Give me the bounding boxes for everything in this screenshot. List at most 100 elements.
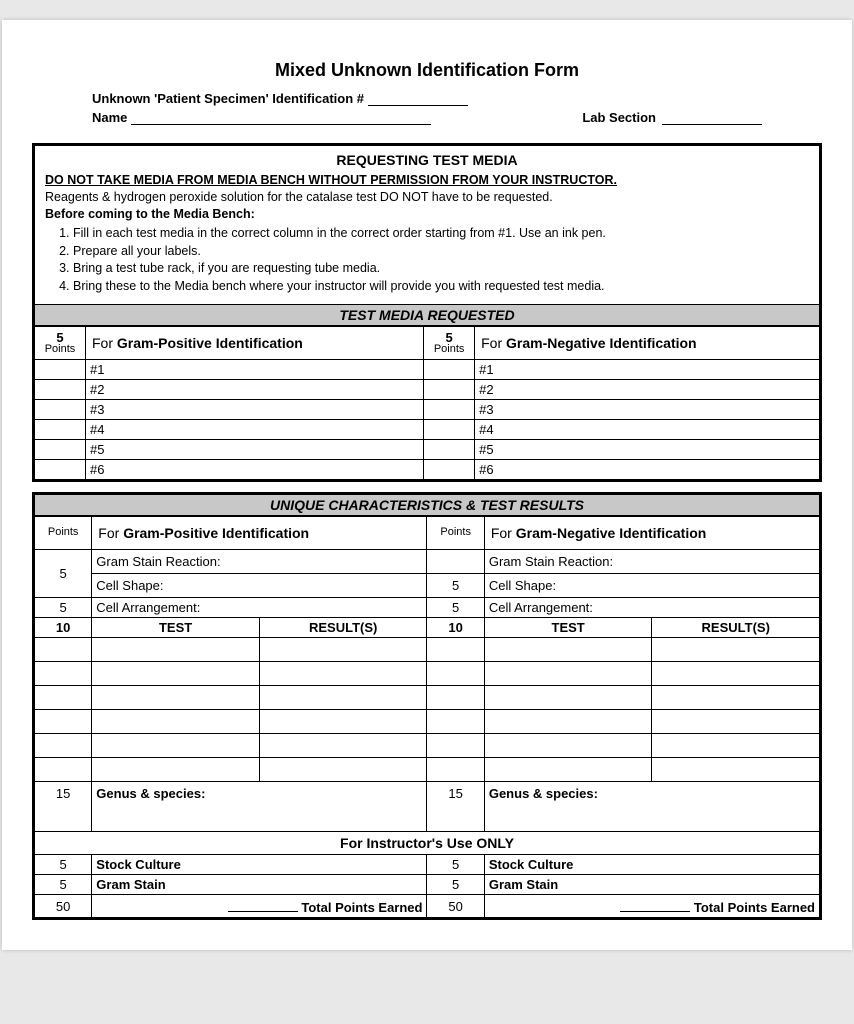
gp-row[interactable]: #4 (86, 420, 424, 440)
test-header: TEST (484, 618, 652, 638)
requesting-box: REQUESTING TEST MEDIA DO NOT TAKE MEDIA … (32, 143, 822, 482)
total-blank[interactable] (620, 897, 690, 912)
cell-shape-label: Cell Shape: (484, 574, 819, 598)
gp-header: For Gram-Positive Identification (92, 517, 427, 550)
test-cell[interactable] (484, 734, 652, 758)
test-cell[interactable] (484, 662, 652, 686)
cell-arr-label: Cell Arrangement: (484, 598, 819, 618)
test-cell[interactable] (92, 686, 260, 710)
genus-label: Genus & species: (484, 782, 819, 832)
unique-bar: UNIQUE CHARACTERISTICS & TEST RESULTS (35, 495, 819, 516)
steps-list: Fill in each test media in the correct c… (73, 225, 809, 296)
test-cell[interactable] (92, 734, 260, 758)
gp-row[interactable]: #2 (86, 380, 424, 400)
gp-row[interactable]: #6 (86, 460, 424, 480)
total-pts: 50 (427, 895, 484, 918)
unique-table: Points For Gram-Positive Identification … (35, 516, 819, 917)
test-cell[interactable] (92, 758, 260, 782)
stock-pts: 5 (427, 855, 484, 875)
result-cell[interactable] (259, 734, 427, 758)
id-blank[interactable] (368, 91, 468, 106)
cell-shape-label: Cell Shape: (92, 574, 427, 598)
cell-arr-pts: 5 (35, 598, 92, 618)
result-header: RESULT(S) (259, 618, 427, 638)
total-blank[interactable] (228, 897, 298, 912)
requesting-heading: REQUESTING TEST MEDIA (35, 146, 819, 172)
gn-row[interactable]: #1 (475, 360, 819, 380)
test-result-pts: 10 (35, 618, 92, 638)
test-cell[interactable] (92, 710, 260, 734)
gram-stain-label: Gram Stain Reaction: (484, 550, 819, 574)
gp-header: For Gram-Positive Identification (86, 327, 424, 360)
name-label: Name (92, 110, 127, 125)
result-header: RESULT(S) (652, 618, 819, 638)
gram-pts: 5 (35, 875, 92, 895)
gn-row[interactable]: #5 (475, 440, 819, 460)
test-cell[interactable] (92, 662, 260, 686)
total-label: Total Points Earned (92, 895, 427, 918)
gn-row[interactable]: #4 (475, 420, 819, 440)
lab-section-blank[interactable] (662, 110, 762, 125)
gram-label: Gram Stain (92, 875, 427, 895)
genus-pts: 15 (35, 782, 92, 832)
genus-pts: 15 (427, 782, 484, 832)
name-line: Name Lab Section (92, 110, 762, 125)
cell-shape-pts: 5 (427, 574, 484, 598)
result-cell[interactable] (259, 758, 427, 782)
test-cell[interactable] (484, 758, 652, 782)
step-item: Bring these to the Media bench where you… (73, 278, 809, 295)
points-label: Points (427, 517, 484, 550)
step-item: Fill in each test media in the correct c… (73, 225, 809, 242)
stock-label: Stock Culture (484, 855, 819, 875)
result-cell[interactable] (652, 758, 819, 782)
id-line: Unknown 'Patient Specimen' Identificatio… (92, 91, 762, 106)
result-cell[interactable] (652, 710, 819, 734)
result-cell[interactable] (259, 686, 427, 710)
media-bar: TEST MEDIA REQUESTED (35, 304, 819, 326)
stock-pts: 5 (35, 855, 92, 875)
step-item: Prepare all your labels. (73, 243, 809, 260)
cell-arr-label: Cell Arrangement: (92, 598, 427, 618)
instructor-only-header: For Instructor's Use ONLY (35, 832, 819, 855)
instructions: DO NOT TAKE MEDIA FROM MEDIA BENCH WITHO… (35, 172, 819, 304)
name-blank[interactable] (131, 110, 431, 125)
gn-row[interactable]: #3 (475, 400, 819, 420)
gn-row[interactable]: #2 (475, 380, 819, 400)
gp-points: 5Points (35, 327, 86, 360)
stock-label: Stock Culture (92, 855, 427, 875)
step-item: Bring a test tube rack, if you are reque… (73, 260, 809, 277)
total-label: Total Points Earned (484, 895, 819, 918)
form-title: Mixed Unknown Identification Form (32, 60, 822, 81)
result-cell[interactable] (652, 638, 819, 662)
gram-shape-pts: 5 (35, 550, 92, 598)
unique-box: UNIQUE CHARACTERISTICS & TEST RESULTS Po… (32, 492, 822, 920)
result-cell[interactable] (259, 710, 427, 734)
result-cell[interactable] (652, 686, 819, 710)
gn-row[interactable]: #6 (475, 460, 819, 480)
test-cell[interactable] (484, 638, 652, 662)
genus-label: Genus & species: (92, 782, 427, 832)
gp-row[interactable]: #1 (86, 360, 424, 380)
media-table: 5Points For Gram-Positive Identification… (35, 326, 819, 479)
gram-stain-label: Gram Stain Reaction: (92, 550, 427, 574)
id-label: Unknown 'Patient Specimen' Identificatio… (92, 91, 364, 106)
note-text: Reagents & hydrogen peroxide solution fo… (45, 189, 809, 206)
gn-header: For Gram-Negative Identification (475, 327, 819, 360)
gn-header: For Gram-Negative Identification (484, 517, 819, 550)
warning-text: DO NOT TAKE MEDIA FROM MEDIA BENCH WITHO… (45, 173, 617, 187)
gp-row[interactable]: #3 (86, 400, 424, 420)
result-cell[interactable] (259, 662, 427, 686)
test-cell[interactable] (92, 638, 260, 662)
result-cell[interactable] (259, 638, 427, 662)
total-pts: 50 (35, 895, 92, 918)
test-result-pts: 10 (427, 618, 484, 638)
test-cell[interactable] (484, 686, 652, 710)
gp-row[interactable]: #5 (86, 440, 424, 460)
points-label: Points (35, 517, 92, 550)
test-cell[interactable] (484, 710, 652, 734)
gram-label: Gram Stain (484, 875, 819, 895)
gram-pts: 5 (427, 875, 484, 895)
lab-section-label: Lab Section (582, 110, 656, 125)
result-cell[interactable] (652, 734, 819, 758)
result-cell[interactable] (652, 662, 819, 686)
